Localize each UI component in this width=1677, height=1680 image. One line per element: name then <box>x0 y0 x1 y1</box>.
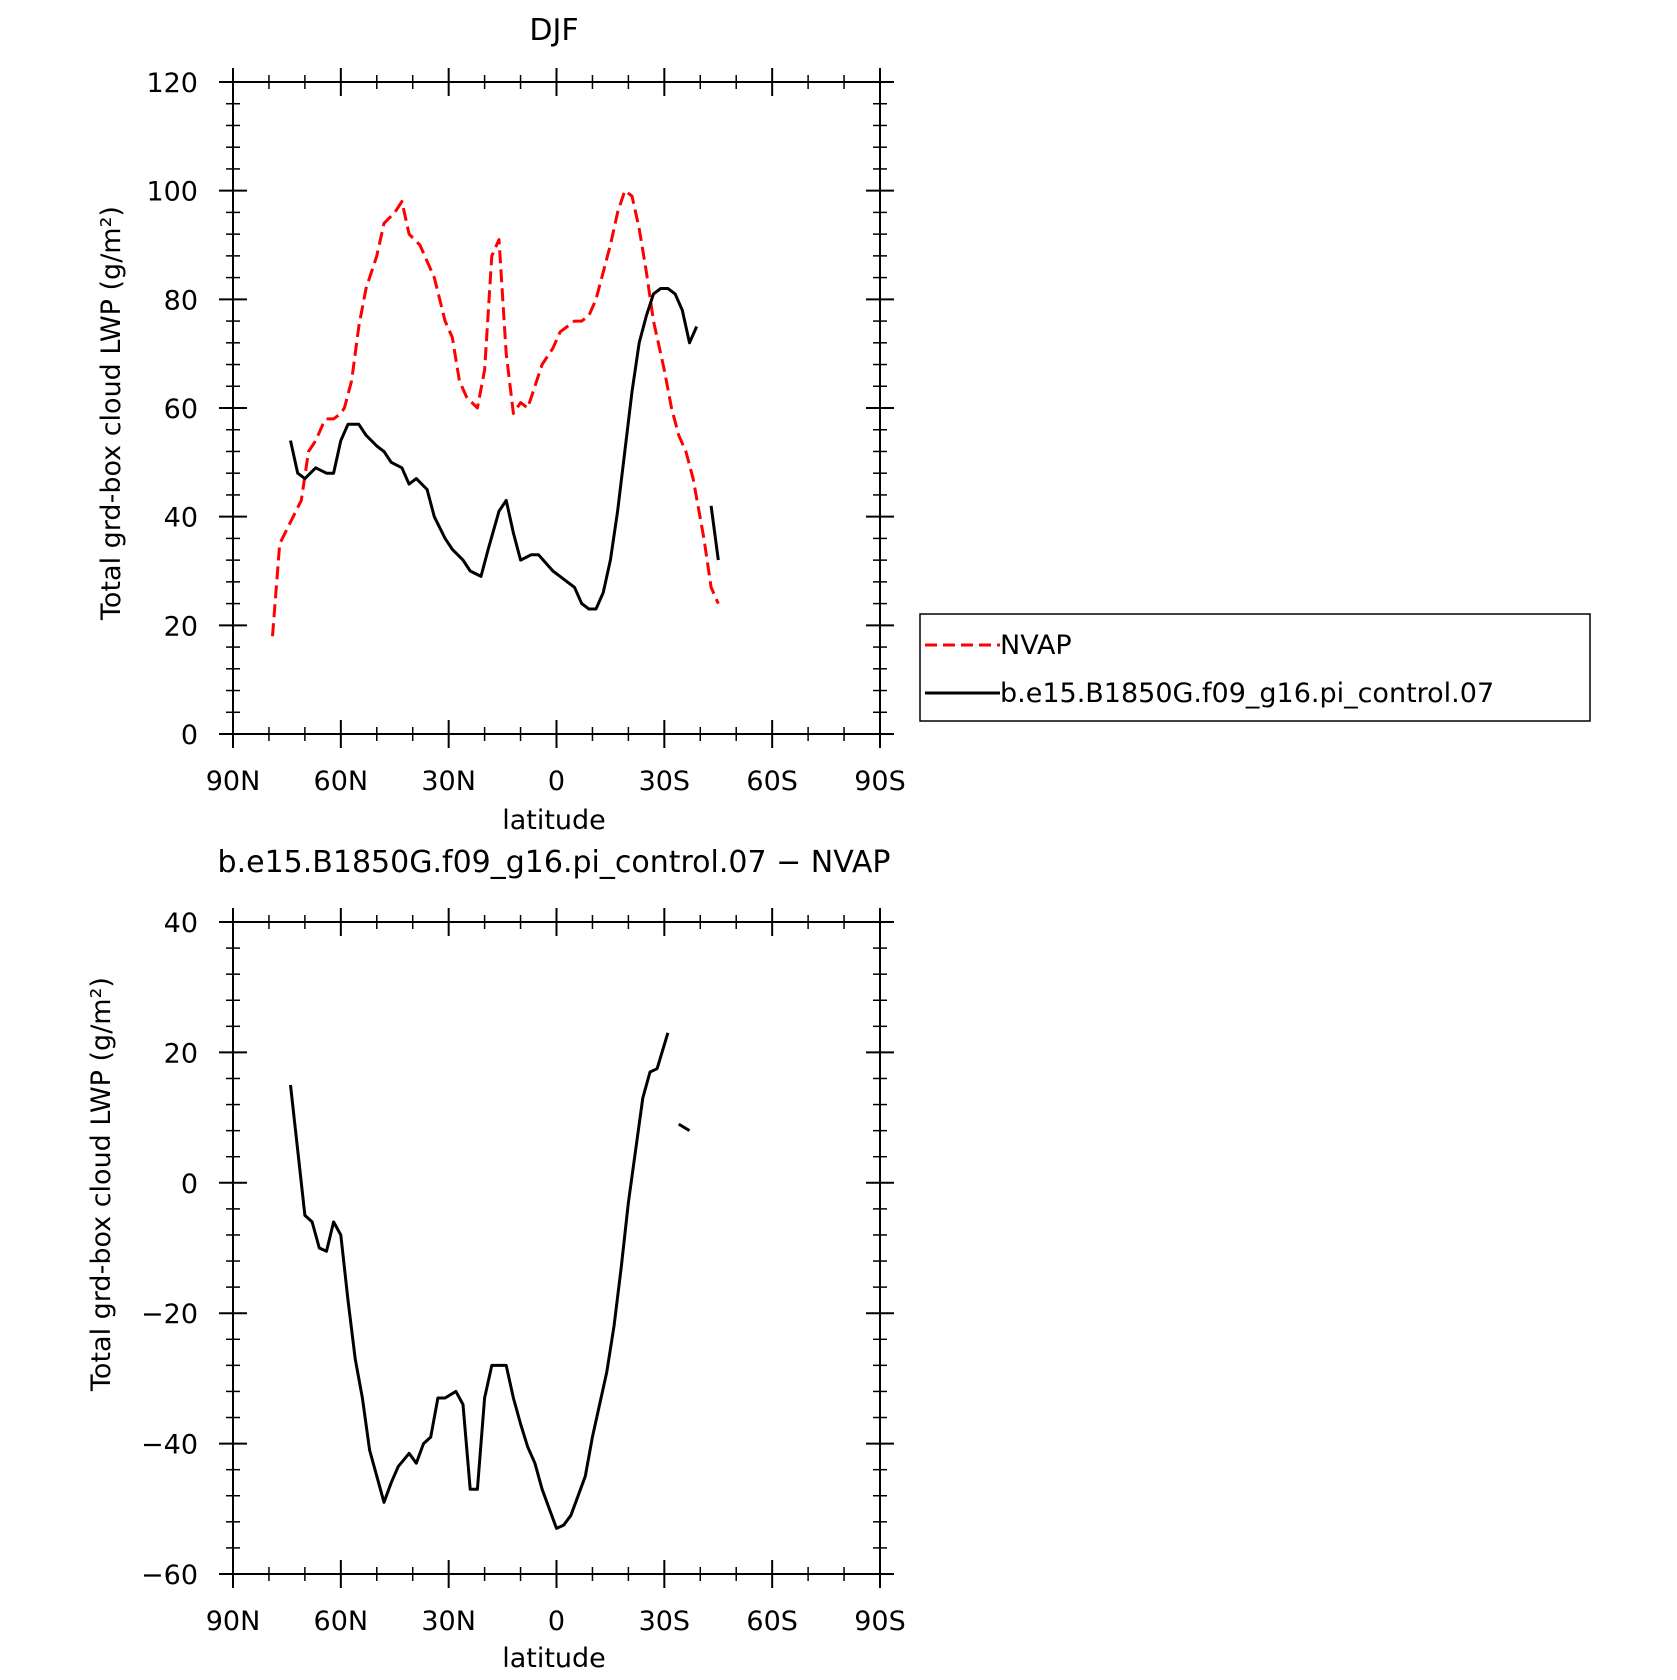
series-line-nvap <box>271 189 720 637</box>
y-tick-label: 20 <box>164 611 198 642</box>
x-tick-label: 60S <box>746 1606 798 1637</box>
y-tick-label: 120 <box>146 68 198 99</box>
x-tick-label: 60N <box>314 766 369 797</box>
y-tick-label: −40 <box>141 1430 198 1461</box>
legend-box <box>919 613 1591 722</box>
chart-title: b.e15.B1850G.f09_g16.pi_control.07 − NVA… <box>218 845 891 880</box>
x-tick-label: 90S <box>854 766 906 797</box>
y-tick-label: 60 <box>164 394 198 425</box>
y-tick-label: 40 <box>164 503 198 534</box>
y-axis-label: Total grd-box cloud LWP (g/m²) <box>96 206 127 621</box>
legend: NVAP b.e15.B1850G.f09_g16.pi_control.07 <box>919 613 1591 722</box>
y-tick-label: 100 <box>146 177 198 208</box>
series-line-b-e15-b1850g-f09-g16-pi-control-07 <box>289 287 699 611</box>
y-tick-label: 0 <box>181 1169 198 1200</box>
x-tick-label: 90N <box>206 1606 261 1637</box>
y-tick-label: 0 <box>181 720 198 751</box>
y-tick-label: 80 <box>164 285 198 316</box>
x-tick-label: 60N <box>314 1606 369 1637</box>
x-tick-label: 30S <box>639 766 691 797</box>
series-line-difference <box>677 1122 691 1132</box>
x-tick-label: 90N <box>206 766 261 797</box>
top-chart: DJF 0 20 40 60 80 100 120 90N 60N 30N 0 30S 60S 90S l… <box>96 13 1591 836</box>
x-tick-label: 90S <box>854 1606 906 1637</box>
legend-label-model: b.e15.B1850G.f09_g16.pi_control.07 <box>1000 678 1494 709</box>
y-tick-label: −60 <box>141 1560 198 1591</box>
series-line-difference <box>289 1032 670 1530</box>
x-tick-label: 0 <box>548 1606 565 1637</box>
y-tick-label: −20 <box>141 1299 198 1330</box>
x-axis-label: latitude <box>502 1643 606 1674</box>
y-tick-label: 20 <box>164 1038 198 1069</box>
x-tick-label: 0 <box>548 766 565 797</box>
plot-frame <box>232 921 881 1575</box>
x-tick-label: 30S <box>639 1606 691 1637</box>
plot-frame <box>232 81 881 735</box>
x-tick-label: 60S <box>746 766 798 797</box>
series-line-b-e15-b1850g-f09-g16-pi-control-07 <box>709 505 720 561</box>
x-tick-label: 30N <box>421 766 476 797</box>
x-tick-label: 30N <box>421 1606 476 1637</box>
chart-title: DJF <box>529 13 578 48</box>
legend-label-nvap: NVAP <box>1000 630 1072 661</box>
y-tick-label: 40 <box>164 908 198 939</box>
bottom-chart: b.e15.B1850G.f09_g16.pi_control.07 − NVA… <box>86 845 906 1674</box>
y-axis-label: Total grd-box cloud LWP (g/m²) <box>86 977 117 1392</box>
x-axis-label: latitude <box>502 805 606 836</box>
